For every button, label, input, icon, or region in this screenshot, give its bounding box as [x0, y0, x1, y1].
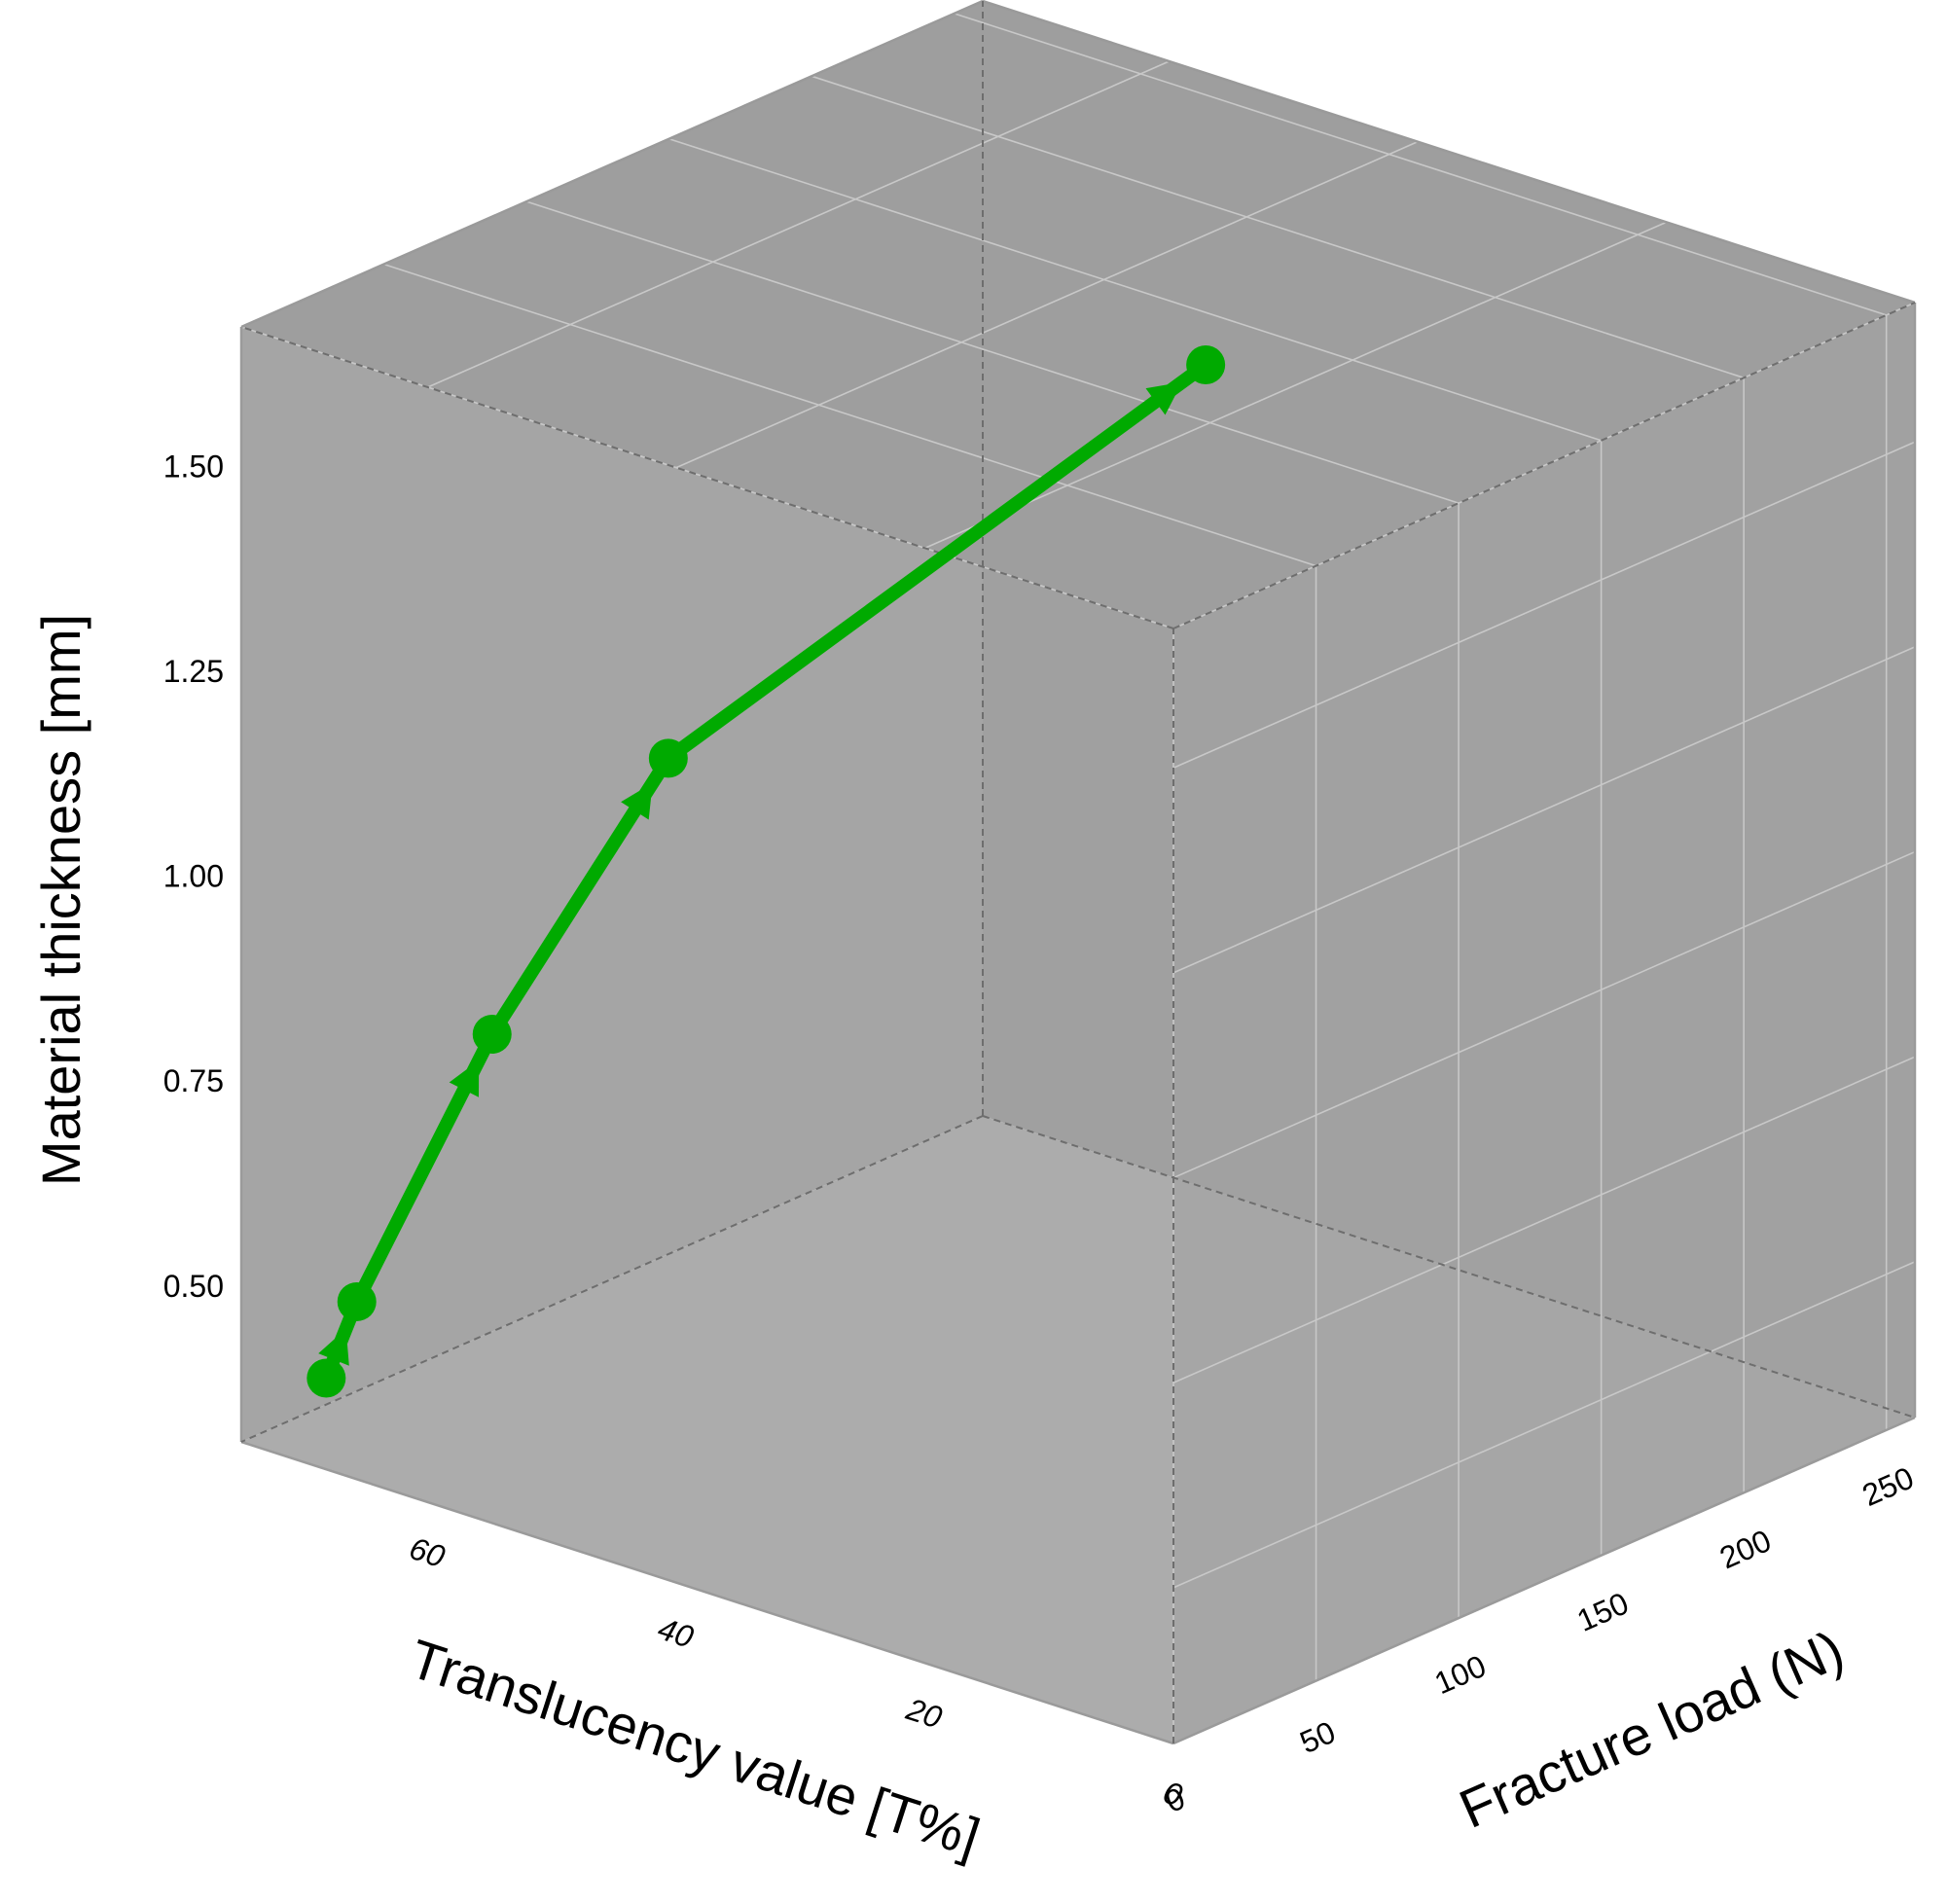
- grid-line: [1172, 1056, 1916, 1383]
- data-point: [306, 1358, 346, 1398]
- series-arrow: [449, 1060, 480, 1097]
- series-arrow: [621, 782, 653, 820]
- tick-label: 0.75: [163, 1063, 224, 1098]
- grid-line: [383, 263, 1316, 567]
- grid-line: [1172, 441, 1916, 769]
- x-axis-label: Translucency value [T%]: [403, 1628, 988, 1869]
- data-point: [648, 738, 688, 778]
- z-axis-label: Material thickness [mm]: [30, 614, 91, 1186]
- tick-label: 250: [1857, 1460, 1919, 1513]
- grid-line: [1172, 1261, 1916, 1589]
- box-panels: [241, 1, 1915, 1743]
- tick-label: 200: [1714, 1523, 1776, 1575]
- tick-label: 100: [1429, 1648, 1491, 1701]
- box-frame: [239, 0, 1917, 1745]
- grid-line: [954, 13, 1887, 316]
- grid-lines: [240, 13, 1916, 1743]
- top-panel: [241, 1, 1915, 629]
- tick-label: 150: [1572, 1585, 1634, 1637]
- grid-line: [427, 60, 1170, 388]
- frame-edge: [240, 0, 984, 329]
- tick-label: 50: [1295, 1714, 1341, 1760]
- front-right-panel: [1173, 303, 1915, 1743]
- grid-line: [668, 137, 1602, 442]
- y-axis-label: Fracture load (N): [1451, 1618, 1853, 1840]
- grid-line: [675, 140, 1419, 469]
- frame-edge: [982, 0, 1916, 305]
- tick-label: 40: [654, 1611, 698, 1655]
- data-point: [337, 1281, 377, 1321]
- grid-line: [240, 326, 1174, 629]
- frame-edge: [240, 1440, 1174, 1745]
- frame-edge: [1172, 1416, 1916, 1745]
- grid-line: [924, 221, 1667, 550]
- tick-label: 0: [1160, 1780, 1190, 1819]
- grid-line: [1172, 646, 1916, 974]
- tick-label: 1.25: [163, 654, 224, 689]
- frame-edge: [1172, 302, 1916, 629]
- grid-line: [811, 75, 1745, 379]
- frame-edge: [240, 1115, 984, 1443]
- series-arrow: [1145, 381, 1182, 415]
- data-point: [1186, 344, 1226, 384]
- tick-label: 20: [901, 1691, 946, 1736]
- series-arrow: [318, 1328, 349, 1366]
- grid-line: [525, 200, 1460, 504]
- data-point: [472, 1015, 512, 1055]
- tick-label: 1.50: [163, 449, 224, 484]
- tick-label: 0.50: [163, 1269, 224, 1304]
- tick-label: 60: [406, 1530, 450, 1574]
- grid-line: [1172, 850, 1916, 1179]
- tick-label: 1.00: [163, 859, 224, 894]
- data-series: [306, 344, 1226, 1398]
